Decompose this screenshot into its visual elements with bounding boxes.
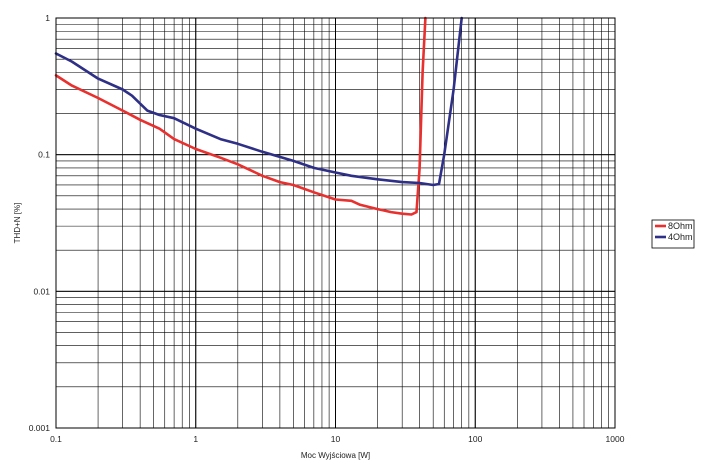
plot-frame xyxy=(55,17,616,429)
x-tick-label: 100 xyxy=(468,434,482,444)
y-tick-label: 0.01 xyxy=(33,286,50,296)
y-tick-label: 1 xyxy=(45,13,50,23)
x-tick-label: 1 xyxy=(193,434,198,444)
series-line-4ohm xyxy=(54,16,463,187)
x-tick-label: 1000 xyxy=(606,434,625,444)
legend-label-8ohm: 8Ohm xyxy=(668,221,693,231)
series-line-8ohm xyxy=(54,16,427,216)
x-tick-label: 0.1 xyxy=(50,434,62,444)
x-tick-labels: 0.1 1 10 100 1000 xyxy=(50,434,625,444)
grid-lines xyxy=(55,17,616,429)
x-axis-label: Moc Wyjściowa [W] xyxy=(301,451,370,460)
y-tick-label: 0.001 xyxy=(29,423,51,433)
y-tick-label: 0.1 xyxy=(38,150,50,160)
legend-box xyxy=(651,219,695,249)
legend-label-4ohm: 4Ohm xyxy=(668,232,693,242)
y-tick-labels: 0.001 0.01 0.1 1 xyxy=(29,13,51,433)
series-lines xyxy=(54,16,463,216)
x-tick-label: 10 xyxy=(331,434,341,444)
y-axis-label: THD+N [%] xyxy=(13,203,22,244)
